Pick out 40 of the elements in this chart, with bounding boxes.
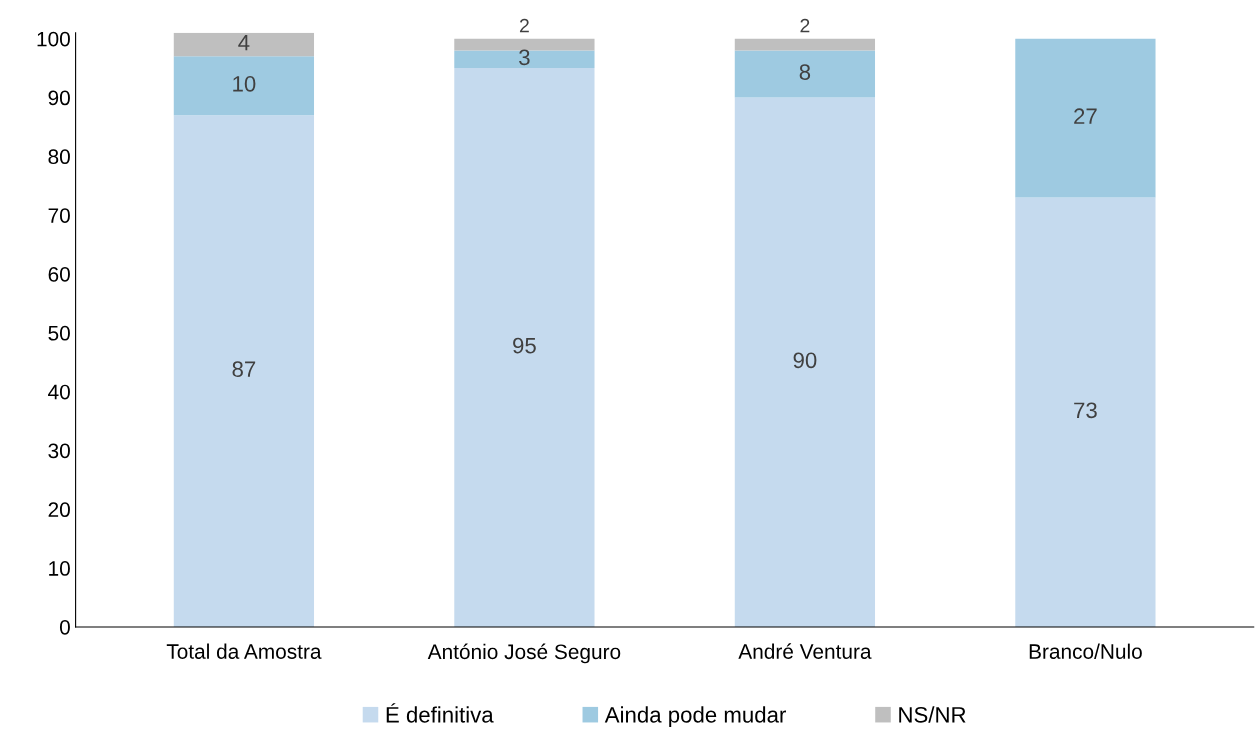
bar — [734, 97, 876, 627]
data-label: 27 — [1074, 108, 1097, 124]
y-tick-label: 30 — [48, 443, 70, 459]
data-label: 10 — [233, 75, 256, 92]
bar — [734, 38, 876, 51]
bar — [173, 32, 315, 57]
bar — [454, 50, 595, 69]
y-tick-label: 70 — [48, 208, 70, 223]
data-label: 2 — [800, 18, 810, 33]
x-tick-label: António José Seguro — [427, 643, 621, 664]
y-tick-label: 40 — [48, 384, 70, 400]
y-tick-label: 100 — [37, 31, 70, 47]
y-tick-label: 80 — [48, 149, 70, 165]
data-label: 90 — [793, 352, 817, 369]
bar — [454, 38, 595, 51]
x-tick-label: André Ventura — [738, 643, 872, 659]
bar — [1015, 197, 1156, 627]
data-label: 4 — [238, 35, 250, 51]
bar — [173, 56, 315, 116]
legend-label: Ainda pode mudar — [604, 706, 786, 728]
bar — [734, 50, 876, 98]
data-label: 87 — [232, 361, 256, 378]
legend-label: NS/NR — [899, 706, 966, 723]
legend-label: É definitiva — [386, 703, 494, 723]
y-tick-label: 20 — [48, 502, 70, 518]
y-tick-label: 10 — [49, 561, 70, 576]
bar — [454, 68, 595, 627]
bar — [1015, 38, 1156, 198]
x-tick-label: Branco/Nulo — [1029, 643, 1142, 659]
y-tick-label: 60 — [48, 266, 70, 282]
bar — [173, 115, 315, 627]
data-label: 8 — [799, 64, 811, 80]
y-tick-label: 50 — [48, 325, 70, 341]
data-label: 73 — [1074, 402, 1097, 419]
y-tick-label: 0 — [59, 619, 70, 635]
data-label: 3 — [519, 49, 530, 66]
x-tick-label: Total da Amostra — [166, 643, 322, 659]
data-label: 2 — [519, 18, 529, 33]
data-label: 95 — [513, 337, 536, 354]
y-tick-label: 90 — [48, 90, 70, 106]
